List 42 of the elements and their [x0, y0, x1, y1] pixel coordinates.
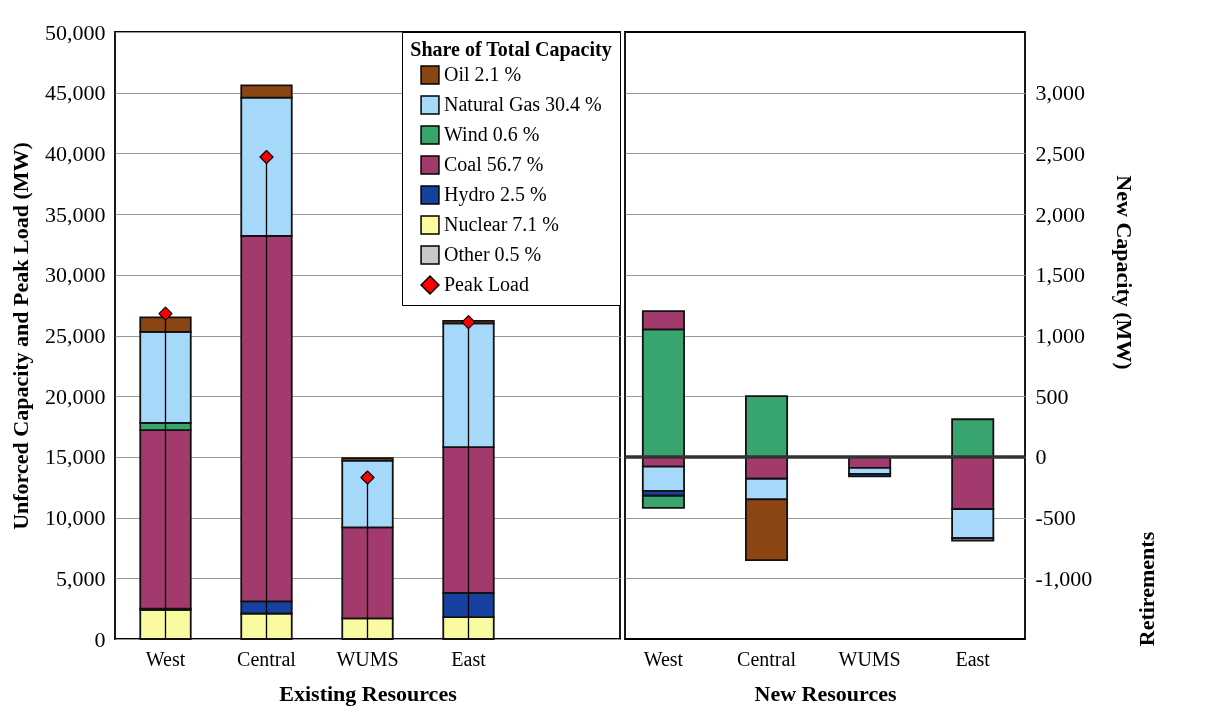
y2-tick-label: 1,500	[1035, 262, 1085, 288]
y-tick-label: 0	[94, 626, 106, 652]
y2-tick-label: 500	[1035, 383, 1069, 409]
y-tick-label: 30,000	[45, 262, 106, 288]
y-tick-label: 20,000	[45, 383, 106, 409]
x-axis-title: New Resources	[754, 680, 897, 706]
legend-label: Peak Load	[444, 273, 529, 295]
y-tick-label: 35,000	[45, 201, 106, 227]
x-tick-label: WUMS	[336, 647, 399, 670]
x-tick-label: WUMS	[838, 647, 901, 670]
y-tick-label: 40,000	[45, 140, 106, 166]
y-tick-label: 10,000	[45, 505, 106, 531]
y2-tick-label: 2,500	[1035, 140, 1085, 166]
legend-label: Hydro 2.5 %	[444, 183, 547, 206]
y-tick-label: 45,000	[45, 80, 106, 106]
y-tick-label: 25,000	[45, 323, 106, 348]
y2-tick-label: 0	[1035, 444, 1047, 470]
legend-label: Nuclear 7.1 %	[444, 213, 559, 235]
x-tick-label: West	[643, 647, 684, 670]
x-axis-title: Existing Resources	[279, 680, 458, 706]
x-tick-label: Central	[237, 647, 297, 670]
y2-axis-title: New Capacity (MW)	[1112, 175, 1138, 370]
y2-tick-label: 1,000	[1035, 323, 1085, 348]
x-tick-label: East	[451, 647, 487, 670]
legend-label: Natural Gas 30.4 %	[444, 93, 602, 115]
x-tick-label: West	[145, 647, 186, 670]
y2-tick-label: 2,000	[1035, 201, 1085, 227]
y2-tick-label: 3,000	[1035, 80, 1085, 106]
y-tick-label: 15,000	[45, 444, 106, 470]
y2-tick-label: -1,000	[1035, 565, 1093, 591]
x-tick-label: East	[955, 647, 991, 670]
legend-title: Share of Total Capacity	[410, 38, 612, 61]
legend-label: Coal 56.7 %	[444, 153, 544, 175]
text: Retirements	[1134, 531, 1159, 647]
x-tick-label: Central	[737, 647, 797, 670]
y-tick-label: 5,000	[56, 565, 106, 591]
y2-tick-label: -500	[1035, 505, 1076, 531]
legend-label: Other 0.5 %	[444, 243, 542, 265]
y-axis-title: Unforced Capacity and Peak Load (MW)	[8, 142, 33, 530]
y-tick-label: 50,000	[45, 19, 106, 45]
legend-label: Wind 0.6 %	[444, 123, 540, 145]
legend-label: Oil 2.1 %	[444, 63, 522, 85]
